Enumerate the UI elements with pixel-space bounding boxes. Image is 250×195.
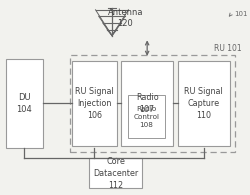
Text: Core
Datacenter
112: Core Datacenter 112 [93, 157, 138, 190]
Text: Radio
107: Radio 107 [136, 93, 158, 114]
Bar [6, 59, 43, 148]
Bar [70, 55, 235, 152]
Text: Antenna
120: Antenna 120 [108, 8, 143, 28]
Text: Radio
Control
108: Radio Control 108 [134, 106, 160, 128]
Text: DU
104: DU 104 [16, 93, 32, 114]
Bar [121, 61, 173, 146]
Text: 101: 101 [234, 11, 247, 17]
Bar [72, 61, 117, 146]
Text: RU 101: RU 101 [214, 44, 241, 53]
Text: RU Signal
Injection
106: RU Signal Injection 106 [75, 87, 114, 120]
Text: RU Signal
Capture
110: RU Signal Capture 110 [184, 87, 223, 120]
Bar [128, 96, 165, 138]
Bar [178, 61, 230, 146]
Bar [89, 158, 142, 188]
